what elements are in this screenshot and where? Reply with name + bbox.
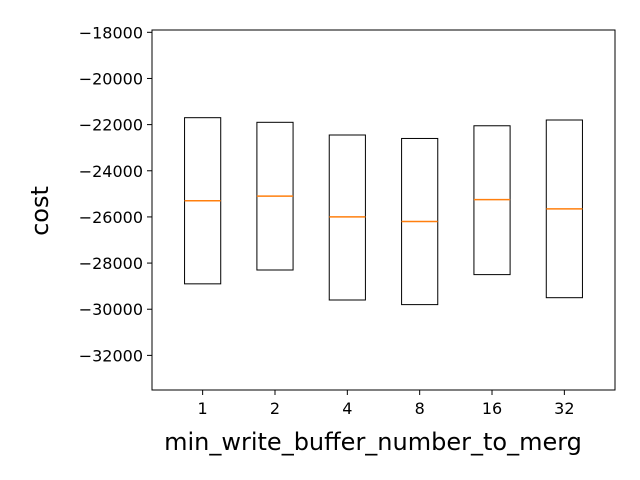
x-tick-label: 2 [270, 399, 280, 418]
y-tick-label: −18000 [79, 23, 143, 42]
x-ticks-group: 1 2 4 8 16 32 [198, 390, 575, 418]
y-tick-label: −26000 [79, 208, 143, 227]
x-tick-label: 16 [482, 399, 502, 418]
y-ticks-group: −18000 −20000 −22000 −24000 −26000 −28000 −300… [79, 23, 152, 365]
y-tick-label: −30000 [79, 300, 143, 319]
x-tick-label: 1 [198, 399, 208, 418]
y-tick-label: −28000 [79, 254, 143, 273]
plot-frame [151, 29, 616, 391]
y-tick-label: −20000 [79, 69, 143, 88]
x-tick-label: 8 [415, 399, 425, 418]
boxes-group [184, 117, 583, 306]
y-tick-label: −24000 [79, 162, 143, 181]
x-tick-label: 4 [342, 399, 352, 418]
y-axis-label: cost [26, 186, 54, 236]
y-tick-label: −32000 [79, 346, 143, 365]
x-tick-label: 32 [554, 399, 574, 418]
x-axis-label: min_write_buffer_number_to_merg [164, 428, 582, 456]
y-tick-label: −22000 [79, 116, 143, 135]
